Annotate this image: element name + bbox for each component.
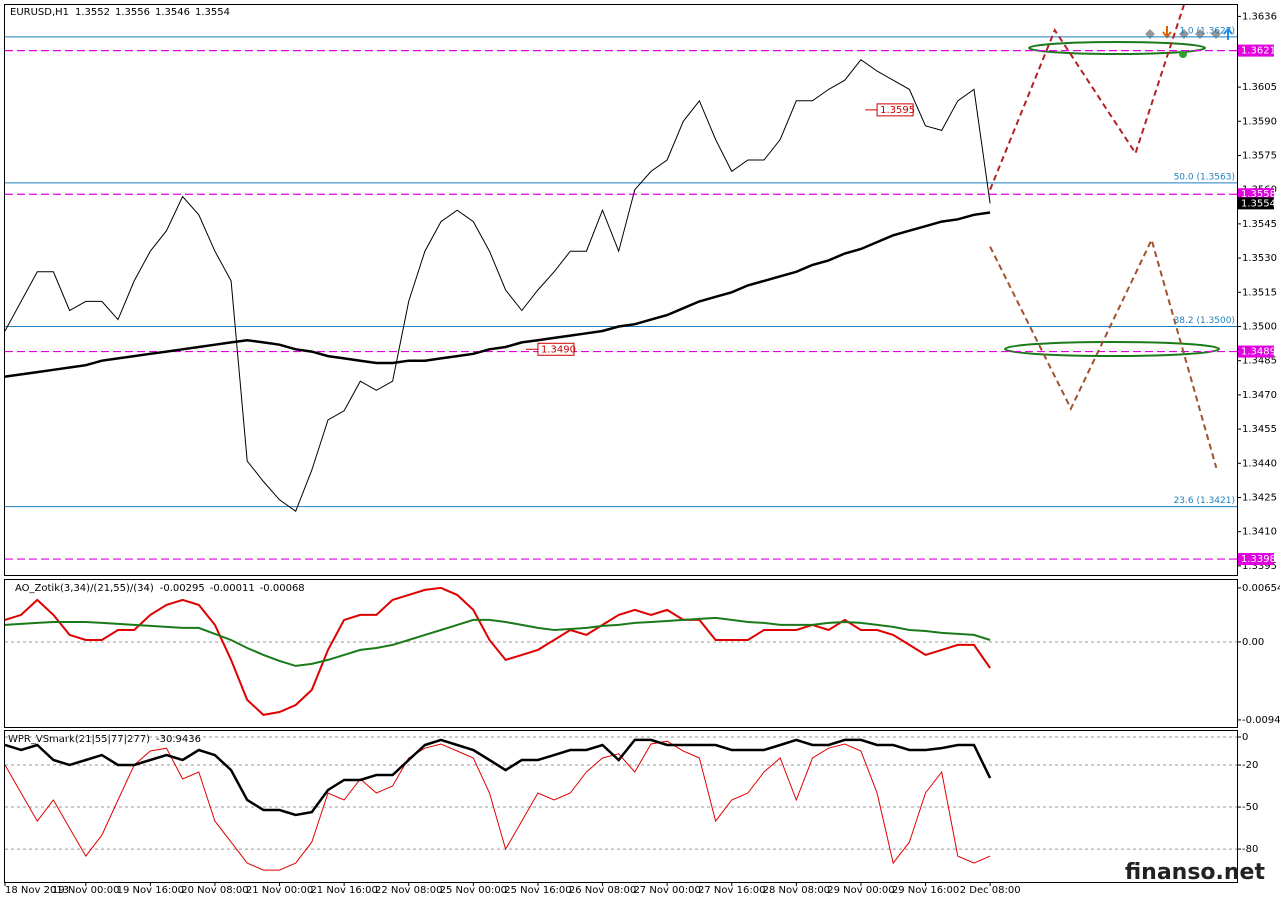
zone-ellipse <box>1004 341 1220 357</box>
series-line <box>5 616 991 667</box>
x-tick-label: 18 Nov 2013 <box>5 885 69 896</box>
x-tick-label: 29 Nov 00:00 <box>827 885 894 896</box>
fib-label: 1.0 (1.3627) <box>1179 26 1235 36</box>
y-tick-label: 1.3590 <box>1242 116 1277 127</box>
y-tick-label: -50 <box>1242 802 1258 813</box>
reading: 1.3552 <box>75 7 110 18</box>
level-tag <box>1238 44 1274 57</box>
y-tick-label: -80 <box>1242 844 1258 855</box>
plot <box>5 586 991 716</box>
y-tick-label: -0.00944 <box>1242 715 1280 726</box>
series-line <box>5 740 991 871</box>
series-line <box>5 738 992 817</box>
level-tag-label: 1.3558 <box>1241 189 1276 200</box>
last-price-tag <box>1238 197 1274 210</box>
last-price-label: 1.3554 <box>1241 198 1276 209</box>
x-tick-label: 22 Nov 08:00 <box>375 885 442 896</box>
y-tick-label: 1.3575 <box>1242 150 1277 161</box>
watermark: finanso.net <box>1125 860 1266 885</box>
fib-label: 50.0 (1.3563) <box>1174 172 1235 182</box>
reading: 1.3554 <box>195 7 230 18</box>
reading: -0.00295 <box>160 583 205 594</box>
x-tick-label: 25 Nov 16:00 <box>504 885 571 896</box>
symbol-title: EURUSD,H1 <box>10 7 69 18</box>
price-mark-box <box>876 103 914 117</box>
series-line <box>5 586 991 716</box>
reading: -0.00011 <box>210 583 255 594</box>
y-tick-label: -20 <box>1242 760 1258 771</box>
plot <box>5 5 1237 560</box>
y-tick-label: 1.3455 <box>1242 424 1277 435</box>
series-line <box>5 211 991 378</box>
x-tick-label: 21 Nov 16:00 <box>310 885 377 896</box>
y-tick-label: 1.3410 <box>1242 527 1277 538</box>
y-tick-label: 1.3636 <box>1242 11 1277 22</box>
zone-ellipse <box>1028 41 1206 55</box>
level-tag-label: 1.3398 <box>1241 554 1276 565</box>
reading: -0.00068 <box>260 583 305 594</box>
level-tag <box>1238 345 1274 358</box>
level-tag-label: 1.3489 <box>1241 347 1276 358</box>
price-mark-label: 1.3490 <box>541 344 576 355</box>
level-tag <box>1238 553 1274 566</box>
y-tick-label: 1.3395 <box>1242 561 1277 572</box>
series-line <box>989 5 1185 191</box>
plot <box>5 738 992 871</box>
wpr-title: WPR_VSmark(21|55|77|277) <box>8 734 150 745</box>
ao-pane <box>4 579 1238 728</box>
fib-label: 38.2 (1.3500) <box>1174 316 1235 326</box>
x-tick-label: 26 Nov 08:00 <box>569 885 636 896</box>
x-tick-label: 25 Nov 00:00 <box>440 885 507 896</box>
x-tick-label: 28 Nov 08:00 <box>763 885 830 896</box>
icon[interactable] <box>1223 27 1233 40</box>
fib-label: 23.6 (1.3421) <box>1174 496 1235 506</box>
x-tick-label: 2 Dec 08:00 <box>960 885 1021 896</box>
y-tick-label: 1.3545 <box>1242 219 1277 230</box>
y-tick-label: 0 <box>1242 732 1248 743</box>
price-mark-box <box>537 342 575 356</box>
price-mark-label: 1.3595 <box>880 105 915 116</box>
marker-dot <box>1179 50 1187 58</box>
y-tick-label: 1.3425 <box>1242 492 1277 503</box>
reading: 1.3546 <box>155 7 190 18</box>
x-tick-label: 20 Nov 08:00 <box>181 885 248 896</box>
series-line <box>5 59 991 512</box>
y-tick-label: 1.3500 <box>1242 321 1277 332</box>
y-tick-label: 1.3470 <box>1242 390 1277 401</box>
wpr-pane <box>4 730 1238 883</box>
series-line <box>989 236 1218 469</box>
price-pane <box>4 4 1238 576</box>
y-tick-label: 1.3440 <box>1242 458 1277 469</box>
x-tick-label: 27 Nov 16:00 <box>698 885 765 896</box>
y-tick-label: 0.00654 <box>1242 583 1280 594</box>
y-tick-label: 1.3530 <box>1242 253 1277 264</box>
reading: 1.3556 <box>115 7 150 18</box>
level-tag <box>1238 188 1274 201</box>
x-tick-label: 29 Nov 16:00 <box>892 885 959 896</box>
ao-title: AO_Zotik(3,34)/(21,55)/(34) <box>15 583 154 594</box>
y-tick-label: 0.00 <box>1242 637 1264 648</box>
reading: -30.9436 <box>156 734 201 745</box>
y-tick-label: 1.3605 <box>1242 82 1277 93</box>
level-tag-label: 1.3621 <box>1241 46 1276 57</box>
x-tick-label: 27 Nov 00:00 <box>633 885 700 896</box>
y-tick-label: 1.3515 <box>1242 287 1277 298</box>
y-tick-label: 1.3485 <box>1242 356 1277 367</box>
x-tick-label: 19 Nov 00:00 <box>52 885 119 896</box>
x-tick-label: 21 Nov 00:00 <box>246 885 313 896</box>
x-tick-label: 19 Nov 16:00 <box>117 885 184 896</box>
